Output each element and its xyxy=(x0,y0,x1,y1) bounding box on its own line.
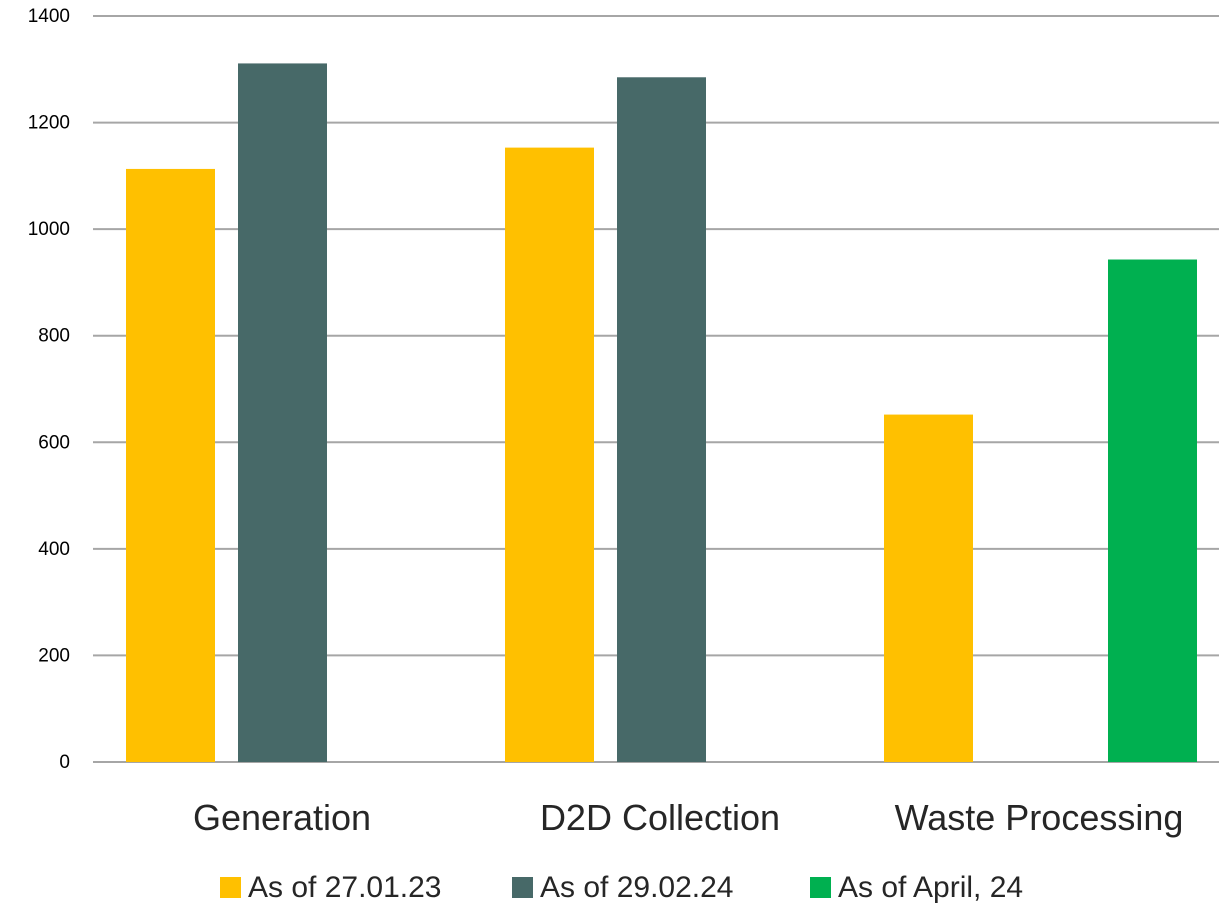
legend-label: As of 29.02.24 xyxy=(540,871,733,904)
legend-swatch xyxy=(512,877,533,898)
y-tick-label: 800 xyxy=(38,326,70,347)
bar-waste-processing-series-1 xyxy=(884,414,973,762)
legend-label: As of April, 24 xyxy=(838,871,1023,904)
legend: As of 27.01.23 As of 29.02.24 As of April,… xyxy=(220,871,1023,904)
legend-item: As of 29.02.24 xyxy=(512,871,733,904)
y-tick-label: 200 xyxy=(38,645,70,666)
y-tick-label: 1000 xyxy=(28,219,70,240)
bar-d2d-collection-series-2 xyxy=(617,77,706,763)
x-category-label: D2D Collection xyxy=(540,797,780,838)
legend-item: As of 27.01.23 xyxy=(220,871,441,904)
legend-swatch xyxy=(810,877,831,898)
bar-waste-processing-series-3 xyxy=(1108,259,1197,762)
legend-label: As of 27.01.23 xyxy=(248,871,441,904)
y-tick-label: 600 xyxy=(38,432,70,453)
bar-generation-series-2 xyxy=(238,63,327,762)
x-category-label: Waste Processing xyxy=(895,797,1184,838)
bar-generation-series-1 xyxy=(126,168,215,762)
y-tick-label: 0 xyxy=(59,752,70,773)
legend-swatch xyxy=(220,877,241,898)
x-category-label: Generation xyxy=(193,797,371,838)
y-tick-label: 400 xyxy=(38,539,70,560)
legend-item: As of April, 24 xyxy=(810,871,1023,904)
bar-d2d-collection-series-1 xyxy=(505,147,594,762)
y-tick-label: 1400 xyxy=(28,6,70,27)
bars xyxy=(126,63,1197,763)
y-axis-ticks: 0 200 400 600 800 1000 1200 1400 xyxy=(28,6,70,773)
y-tick-label: 1200 xyxy=(28,113,70,134)
x-axis-categories: Generation D2D Collection Waste Processing xyxy=(193,797,1183,838)
